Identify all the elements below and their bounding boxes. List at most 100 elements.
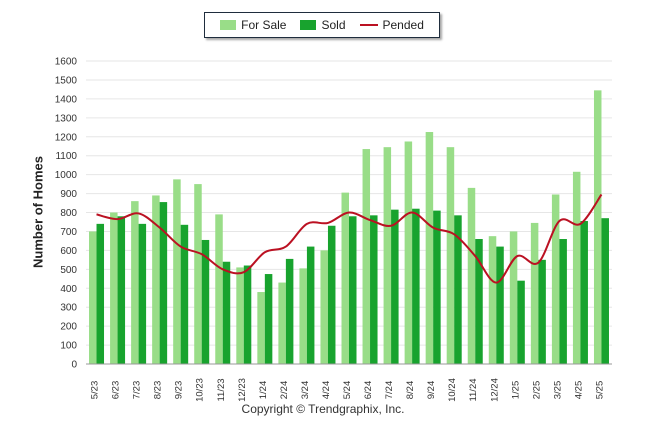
y-tick-label: 700 bbox=[60, 227, 77, 238]
bar-for-sale bbox=[468, 188, 476, 364]
bar-for-sale bbox=[573, 172, 581, 364]
x-tick-label: 12/24 bbox=[489, 378, 500, 402]
bar-sold bbox=[496, 247, 504, 364]
y-tick-label: 1300 bbox=[55, 113, 78, 124]
bar-for-sale bbox=[426, 132, 434, 364]
bar-for-sale bbox=[173, 179, 181, 364]
legend-item-pended[interactable]: Pended bbox=[360, 18, 424, 32]
x-tick-label: 11/24 bbox=[468, 378, 479, 401]
bar-sold bbox=[391, 210, 399, 364]
bar-sold bbox=[223, 262, 231, 364]
bar-sold bbox=[349, 216, 357, 364]
bar-for-sale bbox=[236, 267, 244, 364]
x-tick-label: 8/23 bbox=[153, 381, 164, 400]
bar-sold bbox=[328, 226, 336, 364]
bar-for-sale bbox=[278, 283, 286, 364]
bar-for-sale bbox=[342, 193, 350, 364]
y-tick-label: 400 bbox=[60, 284, 77, 295]
bar-for-sale bbox=[363, 149, 371, 364]
bar-for-sale bbox=[194, 184, 202, 364]
x-axis-ticks: 5/23 6/23 7/23 8/23 9/23 10/23 11/23 12/23 1/24 2… bbox=[90, 378, 606, 402]
bar-for-sale bbox=[405, 141, 413, 364]
x-tick-label: 4/24 bbox=[321, 381, 332, 400]
bar-sold bbox=[517, 281, 525, 364]
y-tick-label: 900 bbox=[60, 189, 77, 200]
y-tick-label: 300 bbox=[60, 303, 77, 314]
bar-sold bbox=[538, 260, 546, 364]
bar-sold bbox=[286, 259, 294, 364]
bar-sold bbox=[601, 218, 609, 364]
x-tick-label: 10/23 bbox=[195, 378, 206, 402]
legend-label-sold: Sold bbox=[321, 18, 345, 32]
y-tick-label: 1100 bbox=[55, 151, 77, 162]
bar-for-sale bbox=[447, 147, 455, 364]
x-tick-label: 3/24 bbox=[300, 381, 311, 400]
x-tick-label: 9/23 bbox=[174, 381, 185, 400]
x-tick-label: 6/23 bbox=[111, 381, 122, 400]
y-tick-label: 0 bbox=[71, 360, 77, 371]
x-tick-label: 8/24 bbox=[405, 381, 416, 400]
x-tick-label: 2/25 bbox=[531, 381, 542, 400]
bar-sold bbox=[139, 224, 147, 364]
y-axis-ticks: 0 100 200 300 400 500 600 700 800 900 1000 1100 1200… bbox=[55, 57, 78, 371]
y-tick-label: 800 bbox=[60, 208, 77, 219]
bar-for-sale bbox=[110, 213, 118, 365]
bar-for-sale bbox=[320, 250, 328, 364]
bar-sold bbox=[370, 215, 378, 364]
x-tick-label: 5/24 bbox=[342, 381, 353, 400]
bar-sold bbox=[160, 202, 168, 364]
bar-for-sale bbox=[131, 201, 139, 364]
x-tick-label: 5/25 bbox=[594, 381, 605, 400]
y-tick-label: 1500 bbox=[55, 75, 78, 86]
bar-sold bbox=[181, 225, 189, 364]
y-tick-label: 100 bbox=[60, 341, 77, 352]
bars bbox=[89, 90, 609, 364]
bar-sold bbox=[433, 211, 441, 364]
bar-sold bbox=[265, 274, 273, 364]
bar-for-sale bbox=[299, 268, 307, 364]
x-tick-label: 10/24 bbox=[447, 378, 458, 402]
bar-for-sale bbox=[215, 214, 223, 364]
bar-sold bbox=[244, 266, 252, 364]
sold-swatch bbox=[300, 20, 316, 30]
legend-item-for-sale[interactable]: For Sale bbox=[220, 18, 286, 32]
bar-for-sale bbox=[531, 223, 539, 364]
bar-for-sale bbox=[510, 231, 518, 364]
y-tick-label: 500 bbox=[60, 265, 77, 276]
bar-for-sale bbox=[152, 195, 160, 364]
bar-for-sale bbox=[257, 292, 265, 364]
for-sale-swatch bbox=[220, 20, 236, 30]
bar-sold bbox=[118, 216, 126, 364]
x-tick-label: 1/25 bbox=[510, 381, 521, 400]
bar-for-sale bbox=[594, 90, 602, 364]
legend-item-sold[interactable]: Sold bbox=[300, 18, 345, 32]
y-tick-label: 200 bbox=[60, 322, 77, 333]
x-tick-label: 3/25 bbox=[552, 381, 563, 400]
x-tick-label: 7/23 bbox=[132, 381, 143, 400]
x-tick-label: 5/23 bbox=[90, 381, 101, 400]
bar-for-sale bbox=[552, 195, 560, 364]
x-tick-label: 4/25 bbox=[573, 381, 584, 400]
bar-for-sale bbox=[489, 236, 497, 364]
bar-for-sale bbox=[384, 147, 392, 364]
x-tick-label: 12/23 bbox=[237, 378, 248, 402]
y-tick-label: 1400 bbox=[55, 94, 78, 105]
y-tick-label: 1200 bbox=[55, 132, 78, 143]
x-tick-label: 6/24 bbox=[363, 381, 374, 400]
x-tick-label: 2/24 bbox=[279, 381, 290, 400]
x-tick-label: 1/24 bbox=[258, 381, 269, 400]
bar-for-sale bbox=[89, 231, 97, 364]
y-axis-title: Number of Homes bbox=[31, 156, 46, 268]
chart: 0100200300400500600700800900100011001200… bbox=[0, 0, 646, 434]
y-tick-label: 1000 bbox=[55, 170, 78, 181]
bar-sold bbox=[97, 224, 105, 364]
bar-sold bbox=[559, 239, 567, 364]
y-tick-label: 1600 bbox=[55, 57, 78, 68]
x-tick-label: 7/24 bbox=[384, 381, 395, 400]
copyright-text: Copyright © Trendgraphix, Inc. bbox=[0, 402, 646, 416]
x-tick-label: 9/24 bbox=[426, 381, 437, 400]
pended-swatch bbox=[360, 24, 378, 26]
bar-sold bbox=[580, 221, 588, 364]
bar-sold bbox=[412, 209, 420, 364]
legend: For Sale Sold Pended bbox=[204, 12, 440, 38]
